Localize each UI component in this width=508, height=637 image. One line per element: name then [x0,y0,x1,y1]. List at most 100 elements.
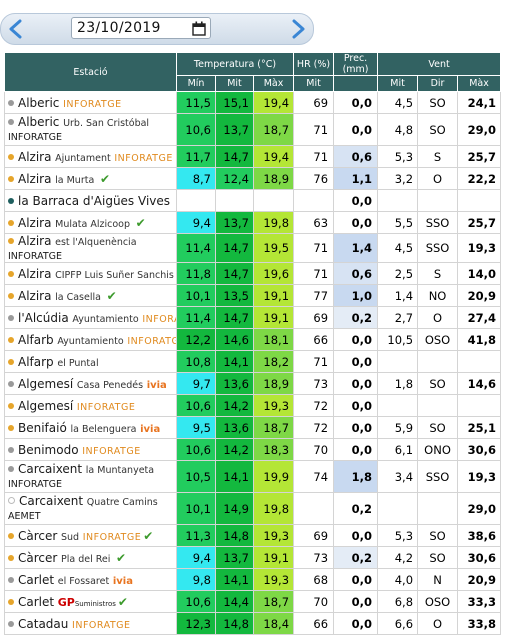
header-temp-mit[interactable]: Mit [215,75,254,92]
station-cell[interactable]: Catadau INFORATGE [4,612,177,635]
station-name[interactable]: Catadau [18,616,69,631]
status-dot-icon [8,554,14,561]
station-cell[interactable]: Alfarb Ayuntamiento INFORATGE [4,328,177,351]
station-name[interactable]: Alzira [18,288,52,303]
wind-mit-cell: 6,1 [377,438,419,461]
table-row: Càrcer Sud INFORATGE ✔ 11,3 14,8 19,3 69 0,0 5,… [4,524,502,547]
precipitation-cell: 0,0 [333,189,379,212]
station-name[interactable]: Alfarp [18,354,54,369]
station-name[interactable]: l'Alcúdia [18,310,69,325]
station-name[interactable]: Alberic [18,95,60,110]
humidity-cell: 70 [293,590,335,613]
wind-mit-cell: 10,5 [377,328,419,351]
precipitation-cell: 0,0 [333,91,379,114]
temp-mit-cell: 14,1 [215,568,254,591]
station-cell[interactable]: Benimodo INFORATGE [4,438,177,461]
calendar-icon[interactable] [192,21,206,36]
station-name[interactable]: Alzira [18,149,52,164]
station-name[interactable]: Carlet [18,594,55,609]
station-cell[interactable]: Càrcer Pla del Rei ✔ [4,546,177,569]
station-cell[interactable]: la Barraca d'Aigües Vives ✔ [4,189,177,212]
station-cell[interactable]: Alzira Mulata Alzicoop ✔ [4,211,177,234]
precipitation-cell: 0,6 [333,262,379,285]
station-cell[interactable]: Algemesí INFORATGE [4,394,177,417]
header-wind-mit[interactable]: Mit [377,75,419,92]
temp-mit-cell: 13,7 [215,113,254,146]
station-cell[interactable]: Benifaió la Belenguera ivia [4,416,177,439]
station-cell[interactable]: Carcaixent la Muntanyeta INFORATGE [4,460,177,493]
station-name[interactable]: Alzira [18,215,52,230]
header-hr-mit[interactable]: Mit [293,75,335,92]
temp-min-cell [176,189,216,212]
wind-mit-cell: 4,8 [377,113,419,146]
status-dot-icon [8,270,14,277]
header-station[interactable]: Estació [4,52,177,92]
table-row: Alfarp el Puntal 10,8 14,1 18,2 71 0,0 [4,350,502,373]
network-brand: INFORATGE [127,335,175,347]
station-cell[interactable]: Alfarp el Puntal [4,350,177,373]
status-dot-icon [8,336,14,343]
station-cell[interactable]: Alzira est l'Alquenència INFORATGE [4,233,177,263]
precipitation-cell: 0,0 [333,524,379,547]
station-location: Ajuntament [55,152,111,164]
station-name[interactable]: Carcaixent [18,461,83,476]
station-cell[interactable]: Alzira CIPFP Luis Suñer Sanchis [4,262,177,285]
temp-max-cell: 18,9 [252,167,295,190]
station-name[interactable]: Benifaió [18,420,67,435]
temp-min-cell: 11,5 [176,91,216,114]
temp-max-cell: 18,3 [252,438,295,461]
wind-mit-cell: 4,0 [377,568,419,591]
table-row: Catadau INFORATGE 12,3 14,8 18,4 66 0,0 6,6 O 33… [4,612,502,635]
station-cell[interactable]: Càrcer Sud INFORATGE ✔ [4,524,177,547]
station-cell[interactable]: Carcaixent Quatre Camins AEMET [4,492,177,525]
temp-mit-cell [215,189,254,212]
station-name[interactable]: Càrcer [18,528,58,543]
precipitation-cell: 0,0 [333,416,379,439]
status-dot-icon [8,175,14,182]
temp-max-cell: 18,4 [252,612,295,635]
station-cell[interactable]: Alzira Ajuntament INFORATGE [4,145,177,168]
station-name[interactable]: Alberic [18,114,60,129]
table-row: Alzira Ajuntament INFORATGE 11,7 14,7 19,4 7… [4,145,502,168]
station-name[interactable]: Carcaixent [19,493,84,508]
date-input[interactable]: 23/10/2019 [71,17,211,39]
station-name[interactable]: la Barraca d'Aigües Vives [18,193,171,208]
table-row: Benifaió la Belenguera ivia 9,5 13,6 18,7 72… [4,416,502,439]
station-cell[interactable]: Alzira la Casella ✔ [4,284,177,307]
wind-dir-cell: SO [417,416,459,439]
station-name[interactable]: Alzira [18,171,52,186]
wind-dir-cell [417,492,459,525]
next-day-button[interactable] [287,16,311,42]
station-cell[interactable]: Alberic INFORATGE [4,91,177,114]
temp-min-cell: 11,7 [176,145,216,168]
station-name[interactable]: Alfarb [18,332,54,347]
status-dot-icon [8,219,14,226]
temp-min-cell: 11,4 [176,306,216,329]
humidity-cell: 63 [293,211,335,234]
station-name[interactable]: Algemesí [18,376,74,391]
station-cell[interactable]: Algemesí Casa Penedés ivia [4,372,177,395]
station-cell[interactable]: Alzira la Murta ✔ [4,167,177,190]
temp-max-cell: 19,4 [252,145,295,168]
header-temp-min[interactable]: Mín [176,75,216,92]
station-name[interactable]: Alzira [18,266,52,281]
status-dot-icon [8,446,14,453]
station-cell[interactable]: Carlet GPSuministros ✔ [4,590,177,613]
previous-day-button[interactable] [3,16,27,42]
header-wind-dir[interactable]: Dir [417,75,459,92]
station-cell[interactable]: l'Alcúdia Ayuntamiento INFORATGE [4,306,177,329]
status-dot-icon [8,402,14,409]
station-name[interactable]: Alzira [18,234,52,249]
station-name[interactable]: Carlet [18,572,55,587]
station-cell[interactable]: Carlet el Fossaret ivia [4,568,177,591]
header-temp-max[interactable]: Màx [252,75,295,92]
precipitation-cell: 0,2 [333,306,379,329]
station-name[interactable]: Càrcer [18,550,58,565]
station-cell[interactable]: Alberic Urb. San Cristóbal INFORATGE [4,113,177,146]
wind-mit-cell: 3,2 [377,167,419,190]
station-name[interactable]: Algemesí [18,398,74,413]
header-wind-max[interactable]: Màx [457,75,502,92]
station-name[interactable]: Benimodo [18,442,79,457]
gp-logo: GP [57,595,75,609]
wind-max-cell: 25,7 [457,211,502,234]
